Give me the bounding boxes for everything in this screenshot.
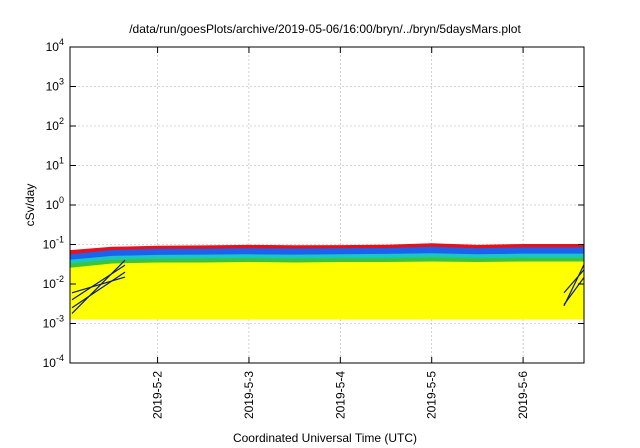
streak-mark [71, 271, 126, 309]
x-tick-label: 2019-5-5 [425, 371, 439, 419]
y-axis-label: cSv/day [23, 184, 37, 227]
x-tick-label: 2019-5-4 [333, 371, 347, 419]
streak-mark [563, 263, 584, 307]
x-tick-label: 2019-5-6 [516, 371, 530, 419]
x-tick-label: 2019-5-3 [242, 371, 256, 419]
streak-mark [563, 276, 584, 306]
y-tick-label: 10-4 [43, 353, 64, 370]
x-tick-label: 2019-5-2 [151, 371, 165, 419]
series-band-4 [70, 261, 584, 320]
y-tick-labels: 10-4 10-3 10-2 10-1 100 101 102 103 104 [43, 37, 64, 370]
y-tick-label: 103 [46, 77, 64, 94]
series-layer [70, 243, 584, 320]
chart-title: /data/run/goesPlots/archive/2019-05-06/1… [129, 22, 521, 36]
streak-mark [563, 268, 584, 294]
streak-mark [71, 259, 126, 314]
y-tick-label: 101 [46, 156, 64, 173]
ticks [70, 46, 584, 364]
x-tick-labels: 2019-5-2 2019-5-3 2019-5-4 2019-5-5 2019-5-6 [151, 371, 531, 419]
y-tick-label: 10-3 [43, 314, 64, 331]
y-tick-label: 102 [46, 116, 64, 133]
y-tick-label: 104 [46, 37, 64, 54]
y-tick-label: 100 [46, 195, 64, 212]
x-axis-label: Coordinated Universal Time (UTC) [233, 431, 417, 445]
y-tick-label: 10-2 [43, 274, 64, 291]
streak-mark [71, 264, 126, 301]
y-tick-label: 10-1 [43, 235, 64, 252]
streak-mark [71, 276, 126, 294]
